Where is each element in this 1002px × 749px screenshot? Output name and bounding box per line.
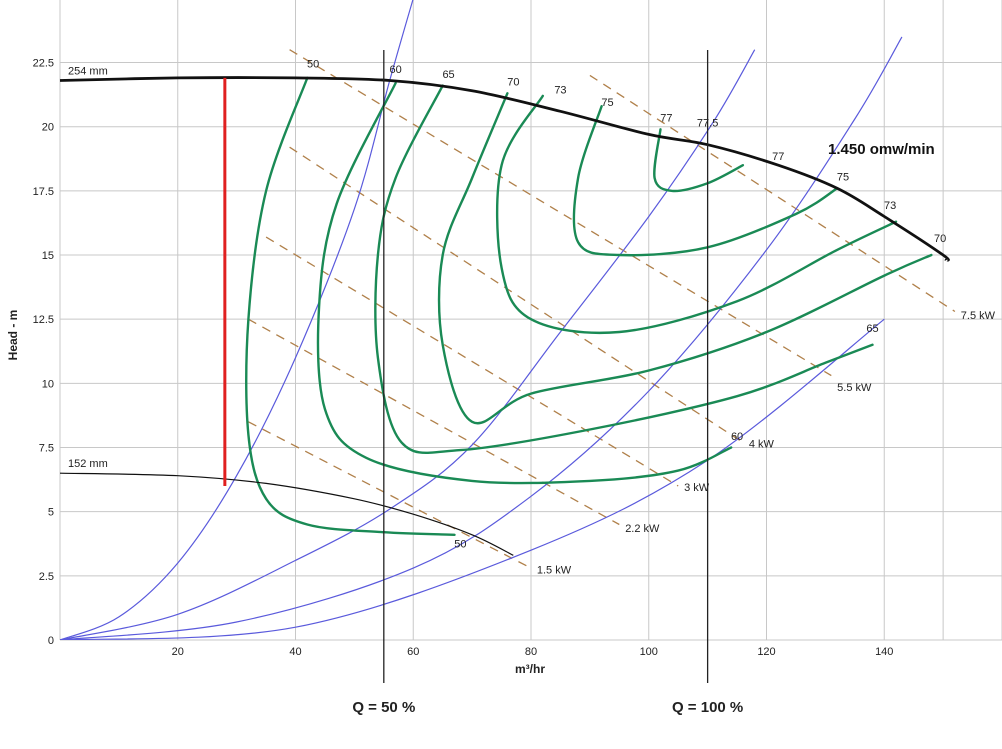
efficiency-curve [572, 105, 839, 257]
efficiency-curve [374, 84, 874, 455]
power-label: 3 kW [684, 482, 710, 494]
x-tick-label: 120 [757, 646, 775, 658]
efficiency-curve [653, 128, 745, 193]
efficiency-label: 65 [866, 323, 878, 335]
power-label: 1.5 kW [537, 564, 572, 576]
y-tick-label: 12.5 [33, 314, 54, 326]
efficiency-label: 75 [837, 172, 849, 184]
x-tick-label: 100 [640, 646, 658, 658]
efficiency-label: 70 [507, 77, 519, 89]
x-tick-label: 40 [289, 646, 301, 658]
y-tick-label: 10 [42, 378, 54, 390]
efficiency-curve [316, 81, 733, 485]
y-tick-label: 7.5 [39, 443, 54, 455]
reference-label: Q = 50 % [352, 699, 415, 716]
x-tick-label: 20 [172, 646, 184, 658]
efficiency-label: 65 [442, 69, 454, 81]
efficiency-label: 60 [731, 431, 743, 443]
x-tick-label: 80 [525, 646, 537, 658]
impeller-curves: 254 mm 152 mm [59, 65, 950, 556]
efficiency-curve [245, 76, 456, 536]
system-curve [60, 36, 903, 640]
system-curve [60, 0, 414, 640]
impeller-curve [59, 76, 950, 262]
curve-labels: 50 60 65 70 73 75 77 77.5 77 75 73 70 65 60 50 7.5 kW 5.… [307, 59, 996, 577]
efficiency-label: 75 [601, 97, 613, 109]
power-lines [248, 49, 956, 569]
power-line [289, 49, 832, 377]
reference-label: Q = 100 % [672, 699, 743, 716]
tick-labels: 20 40 60 80 100 120 140 0 2.5 5 7.5 10 12.5 15 17.5 20 2… [33, 58, 894, 658]
x-axis-title: m³/hr [515, 662, 545, 676]
efficiency-label: 77 [772, 151, 784, 163]
y-tick-label: 0 [48, 635, 54, 647]
power-label: 2.2 kW [625, 523, 660, 535]
y-tick-label: 2.5 [39, 571, 54, 583]
efficiency-label: 50 [307, 59, 319, 71]
y-tick-label: 17.5 [33, 186, 54, 198]
x-tick-label: 140 [875, 646, 893, 658]
x-tick-label: 60 [407, 646, 419, 658]
power-line [248, 318, 620, 526]
power-label: 4 kW [749, 439, 775, 451]
power-line [289, 146, 744, 443]
efficiency-curve [495, 94, 898, 335]
reference-lines: Q = 50 % Q = 100 % [352, 50, 743, 716]
impeller-label: 152 mm [68, 458, 108, 470]
efficiency-label: 73 [884, 200, 896, 212]
y-tick-label: 22.5 [33, 58, 54, 70]
power-label: 5.5 kW [837, 382, 872, 394]
system-curves [60, 0, 903, 640]
efficiency-label: 70 [934, 233, 946, 245]
power-line [265, 236, 679, 487]
efficiency-label: 77.5 [697, 118, 718, 130]
efficiency-curve [437, 92, 933, 425]
efficiency-label: 73 [554, 84, 566, 96]
impeller-curve [59, 472, 514, 556]
speed-label: 1.450 omw/min [828, 141, 935, 158]
y-tick-label: 15 [42, 250, 54, 262]
y-axis-title: Head - m [6, 310, 20, 361]
system-curve [60, 318, 885, 640]
efficiency-label: 50 [454, 539, 466, 551]
y-tick-label: 20 [42, 122, 54, 134]
power-label: 7.5 kW [961, 310, 996, 322]
efficiency-label: 77 [660, 113, 672, 125]
system-curve [60, 49, 756, 640]
y-tick-label: 5 [48, 507, 54, 519]
efficiency-label: 60 [389, 64, 401, 76]
power-line [589, 74, 956, 313]
power-line [248, 421, 532, 569]
impeller-label: 254 mm [68, 65, 108, 77]
